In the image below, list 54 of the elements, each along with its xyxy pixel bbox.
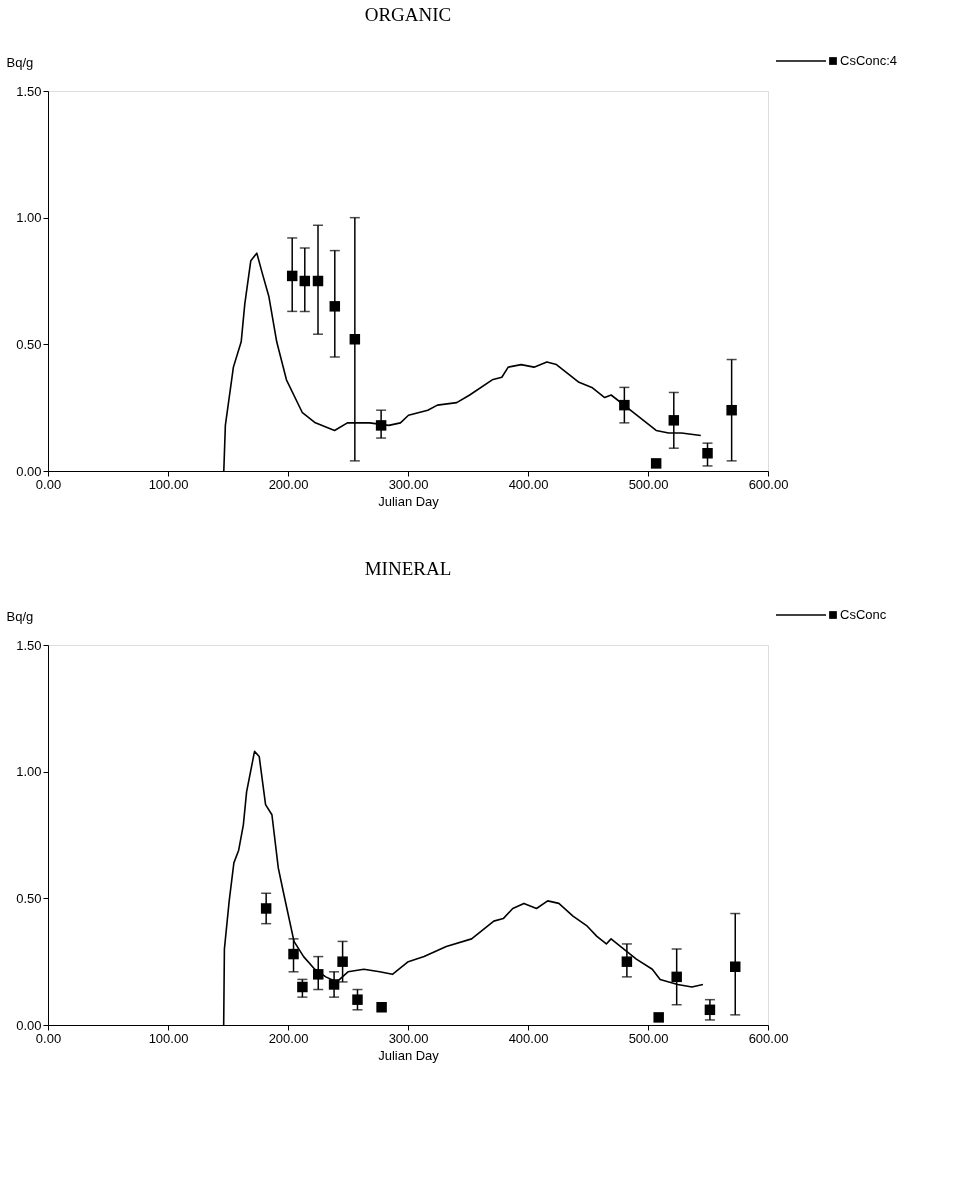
y-tick-label: 0.50 xyxy=(16,336,42,352)
y-tick-label: 0.00 xyxy=(16,1017,42,1033)
x-tick-label: 0.00 xyxy=(35,476,62,492)
x-tick-label: 500.00 xyxy=(628,476,669,492)
chart-title: ORGANIC xyxy=(364,4,452,25)
point xyxy=(671,971,682,983)
x-tick-label: 0.00 xyxy=(35,1030,62,1046)
x-tick-label: 300.00 xyxy=(388,476,429,492)
y-tick-label: 1.00 xyxy=(16,764,42,780)
y-tick-label: 1.50 xyxy=(16,83,42,99)
point xyxy=(653,1012,664,1023)
point xyxy=(312,275,324,287)
legend-label: CsConc xyxy=(840,607,887,622)
point xyxy=(313,969,324,980)
point xyxy=(329,301,341,312)
x-tick-label: 400.00 xyxy=(508,1030,549,1046)
point xyxy=(288,948,299,960)
y-axis-title: Bq/g xyxy=(6,54,34,70)
point xyxy=(668,415,680,426)
point xyxy=(297,981,308,993)
point xyxy=(352,994,363,1005)
point xyxy=(286,270,298,282)
x-tick-label: 300.00 xyxy=(388,1030,429,1046)
x-axis-title: Julian Day xyxy=(378,1047,440,1063)
point xyxy=(376,1002,387,1013)
y-axis-title: Bq/g xyxy=(6,608,34,624)
x-tick-label: 600.00 xyxy=(748,1030,789,1046)
x-tick-label: 200.00 xyxy=(268,1030,309,1046)
x-tick-label: 200.00 xyxy=(268,476,309,492)
point xyxy=(328,979,340,990)
chart-title: MINERAL xyxy=(364,558,452,579)
y-tick-label: 1.50 xyxy=(16,637,42,653)
point xyxy=(349,334,361,345)
y-tick-label: 0.50 xyxy=(16,890,42,906)
point xyxy=(299,275,311,287)
point xyxy=(650,458,662,469)
point xyxy=(621,956,633,967)
point xyxy=(726,404,737,416)
point xyxy=(375,420,387,431)
y-tick-label: 0.00 xyxy=(16,463,42,479)
x-tick-label: 600.00 xyxy=(748,476,789,492)
point xyxy=(337,956,348,967)
x-tick-label: 100.00 xyxy=(148,476,189,492)
point xyxy=(702,448,713,459)
point xyxy=(730,961,741,972)
point xyxy=(619,399,630,411)
x-tick-label: 400.00 xyxy=(508,476,549,492)
y-tick-label: 1.00 xyxy=(16,210,42,226)
point xyxy=(260,903,272,914)
point xyxy=(704,1004,716,1016)
x-tick-label: 100.00 xyxy=(148,1030,189,1046)
x-tick-label: 500.00 xyxy=(628,1030,669,1046)
x-axis-title: Julian Day xyxy=(378,493,440,509)
legend-label: CsConc:4 xyxy=(840,53,898,68)
